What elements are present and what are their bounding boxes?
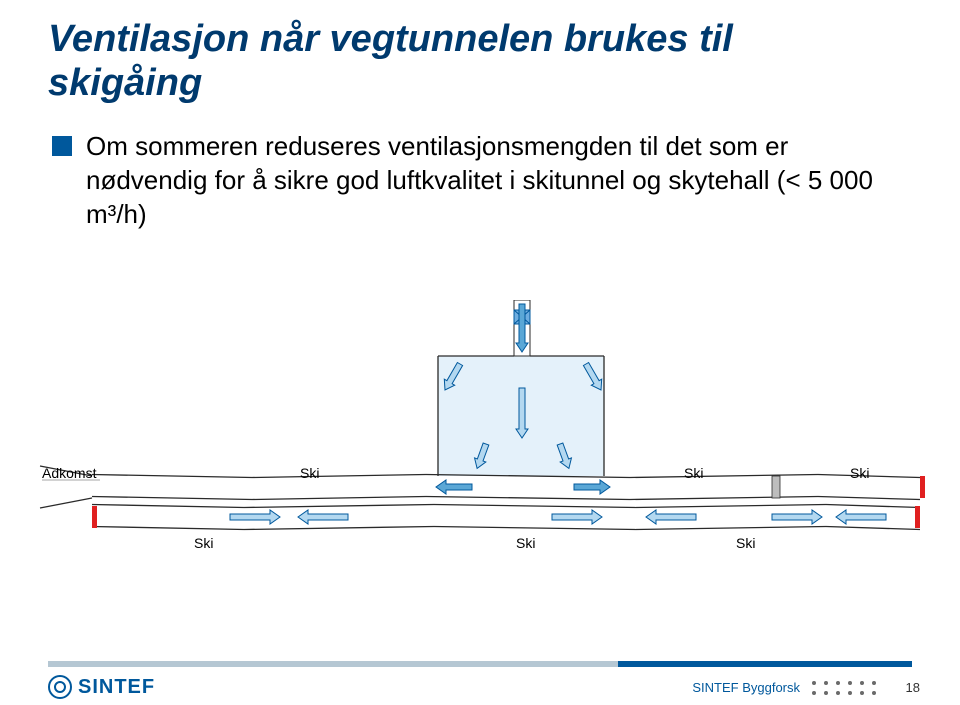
svg-text:Ski: Ski bbox=[684, 465, 703, 481]
slide-footer: SINTEF SINTEF Byggforsk 18 bbox=[0, 663, 960, 705]
diagram-svg: Adkomst Ski Ski Ski Ski Ski Ski bbox=[20, 300, 940, 560]
page-number: 18 bbox=[906, 680, 920, 695]
svg-text:Ski: Ski bbox=[850, 465, 869, 481]
bullet-marker bbox=[52, 136, 72, 156]
title-line2: skigåing bbox=[48, 62, 202, 104]
svg-text:Adkomst: Adkomst bbox=[42, 465, 97, 481]
sintef-logo: SINTEF bbox=[48, 675, 155, 699]
svg-text:Ski: Ski bbox=[516, 535, 535, 551]
logo-icon bbox=[48, 675, 72, 699]
svg-text:Ski: Ski bbox=[300, 465, 319, 481]
svg-text:Ski: Ski bbox=[194, 535, 213, 551]
footer-bar-dark bbox=[618, 661, 912, 667]
svg-text:Ski: Ski bbox=[736, 535, 755, 551]
bullet-text: Om sommeren reduseres ventilasjonsmengde… bbox=[86, 130, 882, 231]
footer-label: SINTEF Byggforsk bbox=[692, 680, 800, 695]
logo-text: SINTEF bbox=[78, 676, 155, 699]
bullet-item: Om sommeren reduseres ventilasjonsmengde… bbox=[52, 130, 882, 231]
ventilation-diagram: Adkomst Ski Ski Ski Ski Ski Ski bbox=[20, 300, 940, 560]
footer-dots bbox=[812, 681, 878, 697]
footer-bar-light bbox=[48, 661, 618, 667]
title-line1: Ventilasjon når vegtunnelen brukes til bbox=[48, 18, 733, 60]
slide-title: Ventilasjon når vegtunnelen brukes til s… bbox=[48, 18, 908, 105]
